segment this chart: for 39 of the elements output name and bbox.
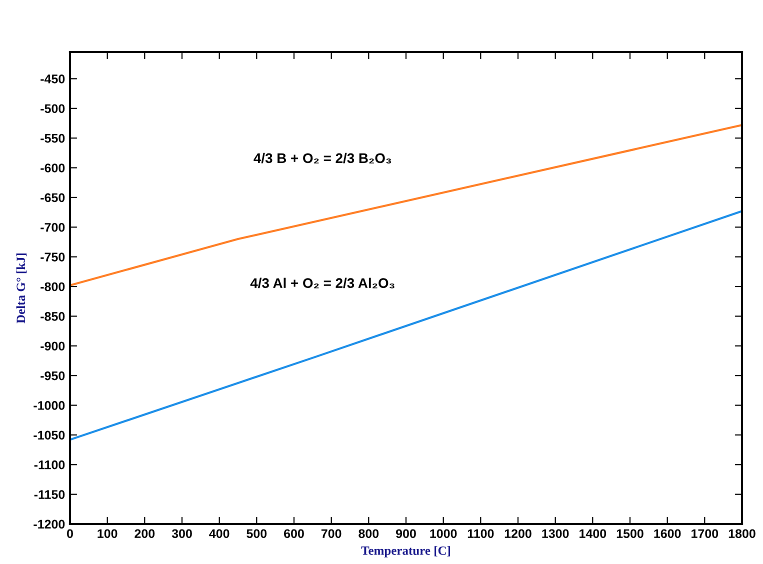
x-axis-title: Temperature [C] — [361, 546, 450, 558]
y-tick-label: -1100 — [34, 460, 65, 470]
x-tick-label: 1500 — [616, 529, 644, 538]
y-tick-label: -850 — [40, 312, 65, 321]
y-tick-label: -450 — [40, 74, 65, 84]
x-tick-label: 0 — [67, 529, 73, 538]
y-tick-label: -900 — [40, 342, 65, 351]
x-tick-label: 1700 — [692, 529, 718, 538]
y-tick-label: -500 — [40, 104, 65, 114]
x-tick-label: 800 — [358, 529, 379, 538]
y-tick-label: -600 — [40, 164, 65, 172]
x-tick-label: 1200 — [504, 529, 532, 538]
y-tick-label: -1200 — [34, 520, 65, 529]
x-tick-label: 700 — [321, 529, 342, 538]
text: 4/3 Al + O₂ = 2/3 Al₂O₃ — [250, 278, 394, 288]
x-tick-label: 100 — [98, 529, 118, 538]
y-tick-label: -1000 — [34, 401, 65, 410]
text: 4/3 B + O₂ = 2/3 B₂O₃ — [254, 152, 392, 164]
y-tick-label: -1150 — [34, 490, 65, 499]
y-tick-label: -700 — [40, 222, 65, 232]
x-tick-label: 300 — [172, 529, 192, 538]
y-tick-label: -800 — [40, 282, 65, 292]
x-tick-label: 1000 — [430, 529, 457, 538]
y-tick-label: -950 — [40, 371, 65, 380]
x-tick-label: 1100 — [468, 529, 494, 538]
x-tick-label: 1400 — [580, 529, 606, 538]
x-tick-label: 1800 — [728, 529, 756, 538]
x-tick-label: 900 — [396, 529, 416, 538]
x-tick-label: 600 — [284, 529, 304, 538]
y-axis-title: Delta G° [kJ] — [16, 253, 27, 324]
x-tick-label: 200 — [134, 529, 155, 538]
x-tick-label: 1600 — [654, 529, 681, 538]
x-tick-label: 500 — [246, 529, 267, 538]
y-tick-label: -650 — [40, 193, 65, 202]
y-tick-label: -1050 — [34, 430, 65, 440]
y-tick-label: -750 — [40, 252, 65, 262]
x-tick-label: 1300 — [542, 529, 569, 538]
x-tick-label: 400 — [209, 529, 230, 538]
y-tick-label: -550 — [40, 134, 65, 143]
